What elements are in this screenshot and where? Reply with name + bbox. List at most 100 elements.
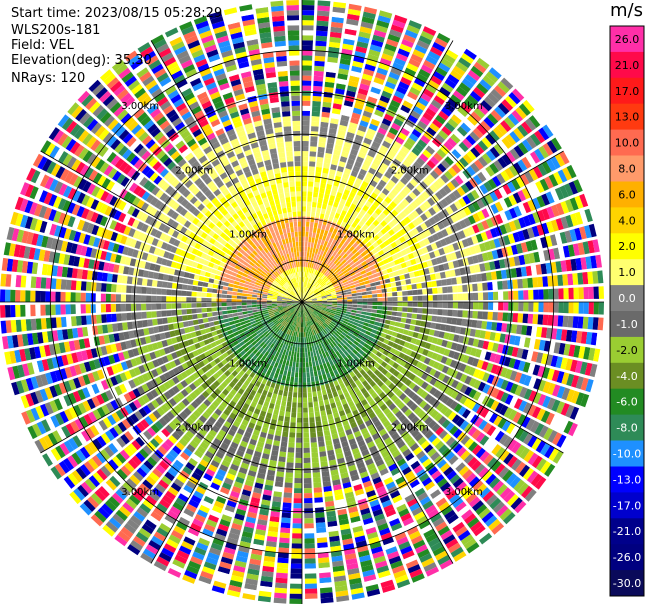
ppi-gate [408,343,415,350]
ppi-gate [305,598,318,604]
ppi-gate [454,268,461,276]
ppi-gate [136,507,149,518]
ppi-gate [245,362,252,369]
ppi-gate [374,281,381,286]
ppi-gate [352,107,363,115]
ppi-gate [303,332,306,338]
ppi-gate [480,231,488,241]
ppi-gate [418,194,427,203]
ppi-gate [357,151,366,159]
ppi-gate [437,211,445,220]
ppi-gate [302,307,304,312]
ppi-gate [579,193,589,208]
ppi-gate [432,41,446,52]
ppi-gate [184,569,198,580]
ppi-gate [304,277,306,283]
ppi-gate [329,540,341,547]
ppi-gate [380,265,387,271]
ppi-gate [69,491,82,505]
ppi-gate [115,452,127,464]
ppi-gate [270,455,278,462]
ppi-gate [340,288,346,292]
ppi-gate [318,320,323,326]
ppi-gate [478,507,491,520]
ppi-gate [166,411,175,420]
ppi-gate [427,50,441,61]
ppi-gate [524,171,534,184]
ppi-gate [376,238,383,245]
ppi-gate [532,364,541,376]
ppi-gate [349,511,360,519]
ppi-gate [372,294,378,298]
ppi-gate [438,129,449,140]
ppi-gate [303,427,309,433]
ppi-gate [264,443,272,450]
ppi-gate [348,400,355,408]
ppi-gate [373,362,381,369]
ppi-gate [461,276,467,284]
ppi-gate [431,470,442,480]
ppi-gate [402,123,413,132]
ppi-gate [495,270,502,280]
ppi-gate [574,408,584,422]
ppi-gate [387,391,395,399]
ppi-gate [298,392,302,398]
ppi-gate [348,3,362,11]
ppi-gate [49,400,59,413]
ppi-gate [244,330,250,335]
ppi-gate [303,422,309,428]
ppi-gate [517,313,524,323]
ppi-gate [343,261,349,267]
ppi-gate [256,403,263,411]
ppi-gate [426,173,436,183]
ppi-gate [128,368,137,378]
ppi-gate [438,331,445,339]
ppi-gate [329,255,335,261]
ppi-gate [479,435,490,446]
ppi-gate [333,369,339,376]
ppi-gate [75,449,87,462]
ppi-gate [374,321,380,327]
ppi-gate [378,204,386,212]
ppi-gate [310,437,317,443]
ppi-gate [309,308,314,313]
ppi-gate [345,289,352,293]
ppi-gate [425,533,438,543]
ppi-gate [403,186,412,195]
ppi-gate [310,319,314,325]
ppi-gate [494,402,504,414]
ppi-gate [278,308,284,311]
ppi-gate [141,523,154,535]
ppi-gate [470,162,480,173]
ppi-gate [433,95,445,106]
ppi-gate [340,346,346,353]
ppi-gate [291,351,295,357]
ppi-gate [322,420,329,427]
ppi-gate [395,317,402,322]
ppi-gate [412,384,421,393]
ppi-gate [316,306,322,309]
ppi-gate [264,484,273,491]
ppi-gate [94,489,107,502]
ppi-gate [277,336,282,342]
ppi-gate [304,287,306,293]
ppi-gate [513,359,521,370]
ppi-gate [366,395,373,403]
ppi-gate [246,511,257,519]
ppi-gate [205,556,218,566]
ppi-gate [292,346,295,352]
ppi-gate [286,329,290,335]
ppi-gate [420,64,433,74]
ppi-gate [319,187,325,194]
ppi-gate [328,199,334,206]
ppi-gate [388,463,398,472]
ppi-gate [531,225,540,237]
ppi-gate [314,291,320,295]
ppi-gate [382,328,389,334]
ppi-gate [473,86,486,99]
ppi-gate [316,527,327,534]
ppi-gate [375,351,383,358]
ppi-gate [561,387,571,401]
ppi-gate [64,408,74,421]
ppi-gate [290,308,295,313]
